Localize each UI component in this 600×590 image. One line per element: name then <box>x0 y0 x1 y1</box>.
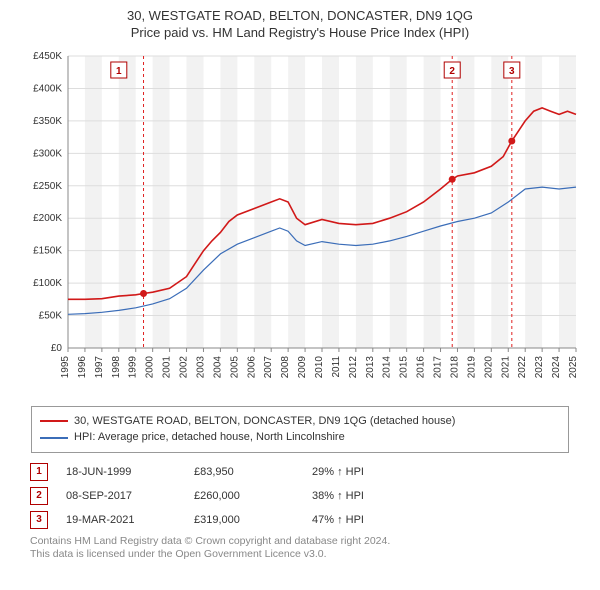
svg-text:2009: 2009 <box>297 355 308 378</box>
svg-text:2021: 2021 <box>500 355 511 378</box>
svg-text:£300K: £300K <box>33 148 62 159</box>
sales-table: 1 18-JUN-1999 £83,950 29% ↑ HPI 2 08-SEP… <box>30 463 570 529</box>
chart-container: 30, WESTGATE ROAD, BELTON, DONCASTER, DN… <box>0 0 600 590</box>
svg-text:1998: 1998 <box>111 355 122 378</box>
svg-text:2010: 2010 <box>314 355 325 378</box>
legend-item: 30, WESTGATE ROAD, BELTON, DONCASTER, DN… <box>40 413 560 430</box>
table-row: 3 19-MAR-2021 £319,000 47% ↑ HPI <box>30 511 570 529</box>
svg-text:2000: 2000 <box>145 355 156 378</box>
svg-text:£250K: £250K <box>33 181 62 192</box>
svg-text:1995: 1995 <box>60 355 71 378</box>
svg-text:2020: 2020 <box>483 355 494 378</box>
svg-text:£0: £0 <box>51 343 63 354</box>
svg-text:2025: 2025 <box>568 355 579 378</box>
svg-text:2008: 2008 <box>280 355 291 378</box>
sale-hpi: 29% ↑ HPI <box>312 466 412 478</box>
svg-text:2017: 2017 <box>433 355 444 378</box>
title-line-1: 30, WESTGATE ROAD, BELTON, DONCASTER, DN… <box>0 8 600 25</box>
svg-text:£100K: £100K <box>33 278 62 289</box>
sale-date: 19-MAR-2021 <box>66 514 176 526</box>
chart-title: 30, WESTGATE ROAD, BELTON, DONCASTER, DN… <box>0 0 600 42</box>
svg-text:1: 1 <box>116 66 122 77</box>
svg-text:2005: 2005 <box>229 355 240 378</box>
sale-price: £260,000 <box>194 490 294 502</box>
sale-hpi: 47% ↑ HPI <box>312 514 412 526</box>
svg-text:£200K: £200K <box>33 213 62 224</box>
legend-label: 30, WESTGATE ROAD, BELTON, DONCASTER, DN… <box>74 413 455 430</box>
legend: 30, WESTGATE ROAD, BELTON, DONCASTER, DN… <box>31 406 569 453</box>
sale-hpi: 38% ↑ HPI <box>312 490 412 502</box>
legend-swatch <box>40 437 68 439</box>
svg-text:2019: 2019 <box>466 355 477 378</box>
sale-price: £319,000 <box>194 514 294 526</box>
svg-text:£350K: £350K <box>33 116 62 127</box>
legend-swatch <box>40 420 68 422</box>
footnote: Contains HM Land Registry data © Crown c… <box>30 535 570 562</box>
marker-badge: 3 <box>30 511 48 529</box>
svg-text:1997: 1997 <box>94 355 105 378</box>
footnote-line: This data is licensed under the Open Gov… <box>30 548 570 562</box>
svg-text:1996: 1996 <box>77 355 88 378</box>
svg-text:2004: 2004 <box>212 355 223 378</box>
svg-text:3: 3 <box>509 66 515 77</box>
svg-text:£50K: £50K <box>39 310 63 321</box>
marker-badge: 2 <box>30 487 48 505</box>
svg-text:2001: 2001 <box>162 355 173 378</box>
svg-text:2002: 2002 <box>179 355 190 378</box>
svg-text:1999: 1999 <box>128 355 139 378</box>
svg-text:2015: 2015 <box>399 355 410 378</box>
svg-text:2013: 2013 <box>365 355 376 378</box>
svg-text:2003: 2003 <box>195 355 206 378</box>
sale-date: 18-JUN-1999 <box>66 466 176 478</box>
svg-text:2016: 2016 <box>416 355 427 378</box>
table-row: 2 08-SEP-2017 £260,000 38% ↑ HPI <box>30 487 570 505</box>
svg-text:£150K: £150K <box>33 245 62 256</box>
marker-badge: 1 <box>30 463 48 481</box>
legend-label: HPI: Average price, detached house, Nort… <box>74 429 345 446</box>
svg-text:2006: 2006 <box>246 355 257 378</box>
sale-price: £83,950 <box>194 466 294 478</box>
svg-text:2011: 2011 <box>331 355 342 377</box>
title-line-2: Price paid vs. HM Land Registry's House … <box>0 25 600 42</box>
chart-area: £0 £50K £100K £150K £200K £250K £300K £350K £400… <box>20 48 580 398</box>
svg-text:2012: 2012 <box>348 355 359 378</box>
legend-item: HPI: Average price, detached house, Nort… <box>40 429 560 446</box>
sale-date: 08-SEP-2017 <box>66 490 176 502</box>
svg-text:2007: 2007 <box>263 355 274 378</box>
footnote-line: Contains HM Land Registry data © Crown c… <box>30 535 570 549</box>
table-row: 1 18-JUN-1999 £83,950 29% ↑ HPI <box>30 463 570 481</box>
line-chart-svg: £0 £50K £100K £150K £200K £250K £300K £350K £400… <box>20 48 580 398</box>
svg-text:2022: 2022 <box>517 355 528 378</box>
svg-text:2018: 2018 <box>449 355 460 378</box>
svg-text:2024: 2024 <box>551 355 562 378</box>
svg-text:£400K: £400K <box>33 83 62 94</box>
svg-text:2023: 2023 <box>534 355 545 378</box>
svg-text:2: 2 <box>449 66 455 77</box>
svg-text:£450K: £450K <box>33 51 62 62</box>
svg-text:2014: 2014 <box>382 355 393 378</box>
